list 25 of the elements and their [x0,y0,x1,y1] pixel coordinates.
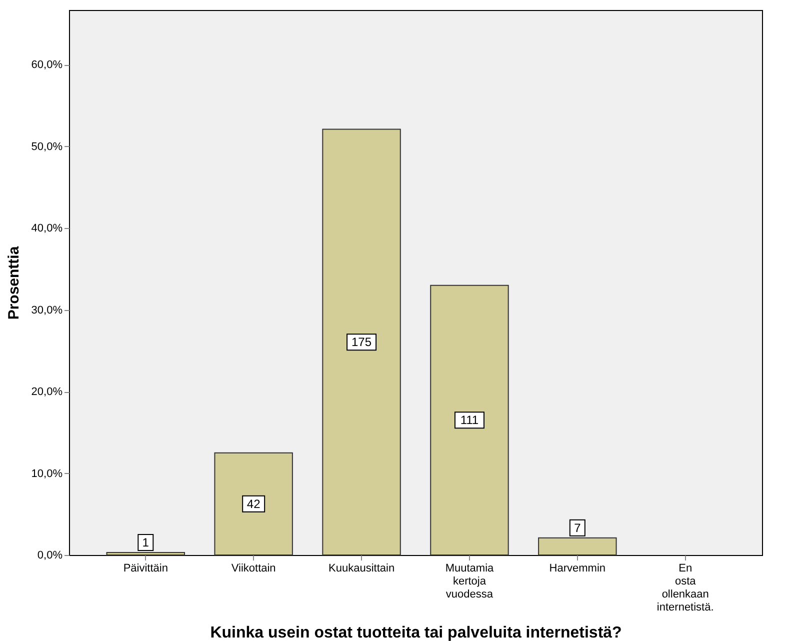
x-tick-label: Kuukausittain [328,562,395,574]
y-tick-label: 10,0% [31,468,63,480]
y-tick-label: 40,0% [31,222,63,235]
annotation: 7 [574,520,582,535]
annotation: 42 [246,496,261,511]
y-tick-label: 30,0% [31,304,63,316]
bar [322,128,401,556]
x-tick-label: Muutamia kertoja vuodessa [445,562,495,600]
bar [106,552,185,556]
y-tick-label: 50,0% [31,140,63,153]
x-tick-label: Päivittäin [123,562,168,574]
x-tick-label: En osta ollenkaan internetistä. [656,562,714,614]
y-tick-label: 0,0% [37,550,63,562]
annotation: 1 [142,536,150,550]
annotation: 175 [352,335,372,350]
y-axis-title: Prosenttia [5,246,22,320]
bar [214,452,293,556]
bar [430,284,509,556]
x-axis-title: Kuinka usein ostat tuotteita tai palveluita internetistä? [210,624,622,641]
y-tick-label: 20,0% [31,386,63,398]
x-tick-label: Harvemmin [549,562,606,574]
bar [538,537,617,556]
x-tick-label: Viikottain [231,562,276,574]
annotation: 111 [460,413,479,428]
y-tick-label: 60,0% [31,59,63,72]
